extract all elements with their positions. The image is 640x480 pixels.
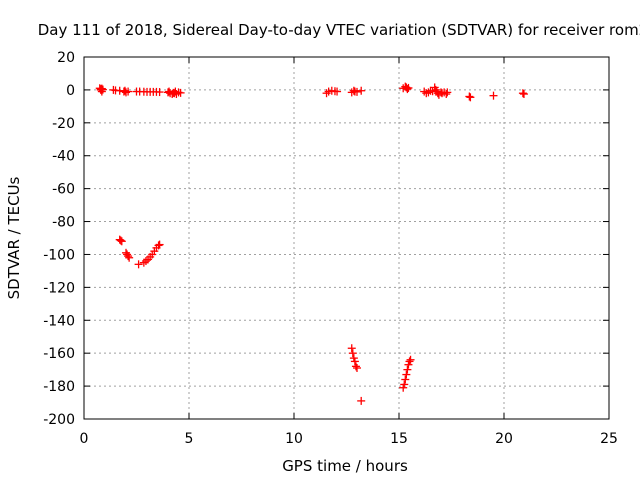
data-point bbox=[348, 349, 357, 358]
y-tick-label: -100 bbox=[43, 247, 75, 263]
data-point bbox=[134, 260, 143, 269]
y-tick-label: -60 bbox=[52, 182, 75, 198]
x-tick-label: 5 bbox=[185, 431, 194, 447]
x-axis-label: GPS time / hours bbox=[282, 457, 408, 475]
chart-title: Day 111 of 2018, Sidereal Day-to-day VTE… bbox=[38, 21, 640, 39]
data-point bbox=[124, 87, 133, 96]
data-point bbox=[400, 380, 409, 389]
data-point bbox=[124, 252, 133, 261]
data-point bbox=[489, 91, 498, 100]
data-point bbox=[466, 93, 475, 102]
data-point bbox=[402, 370, 411, 379]
data-point bbox=[97, 87, 106, 96]
data-point bbox=[155, 240, 164, 249]
x-tick-label: 20 bbox=[495, 431, 513, 447]
data-point bbox=[155, 88, 164, 97]
data-point bbox=[465, 92, 474, 101]
y-tick-label: 0 bbox=[66, 83, 75, 99]
y-tick-label: -120 bbox=[43, 280, 75, 296]
x-tick-label: 25 bbox=[600, 431, 618, 447]
data-point bbox=[406, 355, 415, 364]
grid bbox=[84, 57, 609, 419]
y-tick-label: -160 bbox=[43, 346, 75, 362]
data-point bbox=[519, 90, 528, 99]
y-tick-label: -20 bbox=[52, 116, 75, 132]
axis-ticks: 0 5 10 15 20 25 20 0 -20 -40 -60 -80 -100 -120 -140 -16… bbox=[43, 50, 618, 447]
y-tick-label: -140 bbox=[43, 313, 75, 329]
plot-frame bbox=[83, 56, 610, 420]
data-point bbox=[333, 87, 342, 96]
data-point bbox=[154, 241, 163, 250]
data-point bbox=[357, 396, 366, 405]
data-point bbox=[401, 375, 410, 384]
data-point bbox=[116, 236, 125, 245]
x-tick-label: 10 bbox=[285, 431, 303, 447]
data-point bbox=[518, 89, 527, 98]
data-point bbox=[347, 344, 356, 353]
data-points bbox=[95, 82, 528, 405]
data-point bbox=[403, 85, 412, 94]
y-axis-label: SDTVAR / TECUs bbox=[5, 176, 23, 299]
data-point bbox=[403, 365, 412, 374]
x-tick-label: 0 bbox=[80, 431, 89, 447]
data-point bbox=[443, 88, 452, 97]
data-point bbox=[353, 363, 361, 372]
data-point bbox=[125, 253, 134, 262]
x-tick-label: 15 bbox=[390, 431, 408, 447]
y-tick-label: -80 bbox=[52, 215, 75, 231]
data-point bbox=[117, 237, 126, 246]
data-point bbox=[176, 88, 185, 97]
data-point bbox=[405, 357, 414, 366]
data-point bbox=[98, 85, 107, 94]
y-tick-label: -40 bbox=[52, 149, 75, 165]
data-point bbox=[442, 90, 451, 99]
y-tick-label: -200 bbox=[43, 412, 75, 428]
data-point bbox=[350, 357, 359, 366]
data-point bbox=[357, 86, 366, 95]
y-tick-label: 20 bbox=[57, 50, 75, 66]
data-point bbox=[404, 83, 413, 92]
data-point bbox=[353, 87, 361, 96]
data-point bbox=[351, 362, 360, 371]
y-tick-label: -180 bbox=[43, 379, 75, 395]
